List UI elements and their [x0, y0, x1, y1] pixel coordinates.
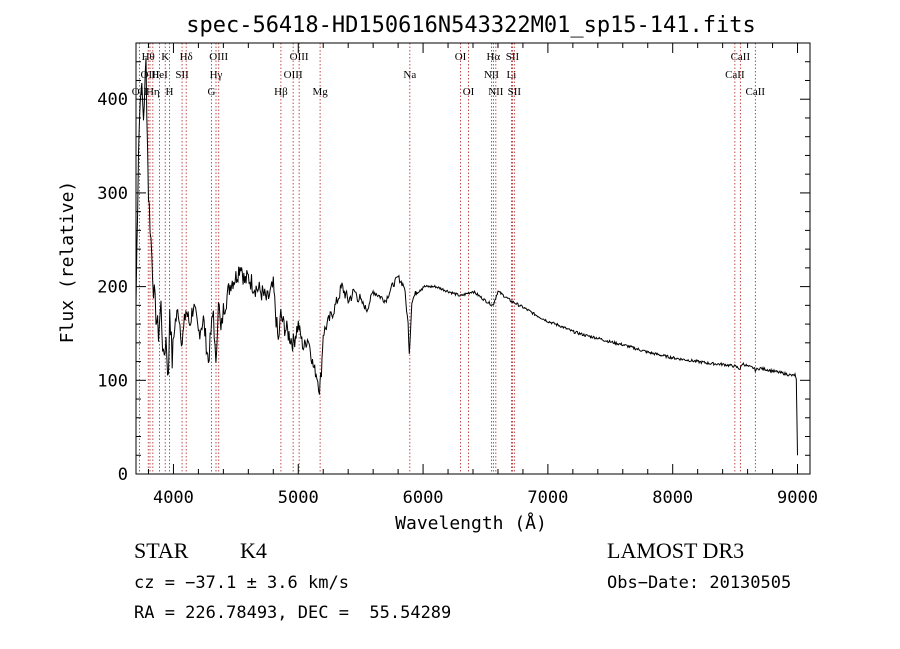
marker-label: Hγ — [210, 69, 223, 81]
y-axis: 0 100 200 300 400 — [97, 61, 810, 485]
x-tick-label: 7000 — [527, 488, 568, 508]
y-axis-label: Flux (relative) — [57, 181, 78, 344]
x-tick-label: 4000 — [153, 488, 194, 508]
object-class: STAR — [134, 538, 189, 563]
marker-label: H — [165, 86, 173, 98]
y-tick-label: 400 — [97, 90, 128, 110]
x-tick-label: 9000 — [777, 488, 818, 508]
marker-label: Hα — [486, 51, 500, 63]
y-tick-label: 300 — [97, 184, 128, 204]
x-tick-label: 8000 — [652, 488, 693, 508]
observation-date: Obs−Date: 20130505 — [607, 573, 792, 593]
x-axis-label: Wavelength (Å) — [395, 512, 547, 534]
marker-label: SII — [175, 69, 189, 81]
plot-frame — [135, 42, 811, 475]
y-tick-label: 200 — [97, 278, 128, 298]
marker-label: HeI — [151, 69, 168, 81]
y-tick-label: 0 — [118, 465, 128, 485]
marker-label: Hδ — [180, 51, 193, 63]
marker-label: G — [208, 86, 216, 98]
marker-label: NII — [484, 69, 500, 81]
marker-label: SII — [506, 51, 520, 63]
chart-title: spec-56418-HD150616N543322M01_sp15-141.f… — [186, 13, 756, 38]
marker-label: K — [161, 51, 169, 63]
marker-label: OIII — [290, 51, 309, 63]
marker-label: Hβ — [274, 86, 288, 98]
marker-label: OI — [455, 51, 467, 63]
marker-label: Hη — [146, 86, 160, 98]
y-tick-label: 100 — [97, 371, 128, 391]
marker-label: Mg — [312, 86, 328, 98]
marker-label: Na — [403, 69, 416, 81]
x-tick-label: 6000 — [403, 488, 444, 508]
redshift-readout: cz = −37.1 ± 3.6 km/s — [134, 573, 349, 593]
coordinates-readout: RA = 226.78493, DEC = 55.54289 — [134, 603, 452, 623]
marker-label: NII — [488, 86, 504, 98]
marker-label: CaII — [731, 51, 751, 63]
marker-label: Li — [507, 69, 517, 81]
marker-label: OIII — [209, 51, 228, 63]
line-markers: OIIHθOIIIHηHeIKHSIIHδGHγOIIIHβOIIIOIIIMg… — [132, 43, 766, 474]
spectrum-line — [135, 57, 798, 456]
object-subclass: K4 — [240, 538, 267, 563]
x-tick-label: 5000 — [278, 488, 319, 508]
marker-label: OIII — [284, 69, 303, 81]
x-axis: 4000 5000 6000 7000 8000 9000 — [147, 43, 818, 508]
survey-name: LAMOST DR3 — [607, 538, 745, 563]
marker-label: OI — [463, 86, 475, 98]
marker-label: SII — [508, 86, 522, 98]
marker-label: CaII — [725, 69, 745, 81]
marker-label: Hθ — [142, 51, 155, 63]
marker-label: CaII — [746, 86, 766, 98]
